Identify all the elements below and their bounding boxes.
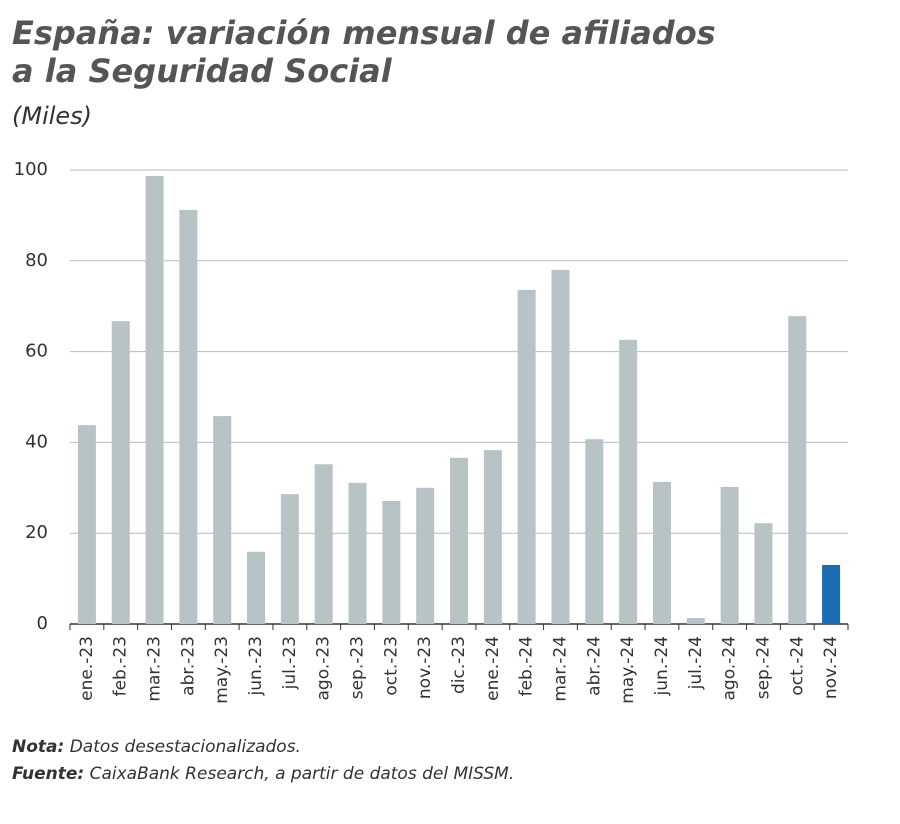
- y-tick-label: 80: [25, 250, 48, 271]
- bar: [179, 209, 198, 624]
- x-tick-label: jun.-23: [246, 636, 266, 696]
- x-tick-label: may.-23: [212, 636, 232, 704]
- bar: [822, 564, 841, 624]
- chart-title: España: variación mensual de afiliados: [12, 14, 716, 52]
- note: Nota: Datos desestacionalizados.: [12, 737, 301, 757]
- bar: [111, 321, 130, 624]
- chart-title: a la Seguridad Social: [12, 52, 393, 90]
- bar: [145, 175, 164, 625]
- x-tick-label: ago.-24: [720, 636, 740, 700]
- bar: [77, 425, 96, 624]
- bar: [517, 289, 536, 624]
- note-label: Fuente:: [12, 764, 84, 784]
- y-tick-label: 60: [25, 341, 48, 362]
- x-tick-label: feb.-23: [111, 636, 131, 696]
- y-tick-label: 40: [25, 431, 48, 452]
- note-label: Nota:: [12, 737, 64, 757]
- x-tick-label: mar.-24: [550, 636, 570, 702]
- x-tick-label: mar.-23: [145, 636, 165, 702]
- x-tick-label: ene.-24: [483, 636, 503, 701]
- chart-subtitle: (Miles): [12, 102, 92, 130]
- bar: [720, 486, 739, 624]
- bar: [619, 339, 638, 624]
- bar: [483, 450, 502, 624]
- x-tick-label: dic.-23: [449, 636, 469, 694]
- bar: [788, 316, 807, 624]
- x-tick-label: oct.-24: [787, 636, 807, 696]
- bar: [416, 487, 435, 624]
- x-tick-label: jul.-23: [280, 636, 300, 690]
- bar: [551, 269, 570, 624]
- x-tick-label: feb.-24: [517, 636, 537, 696]
- x-tick-label: jun.-24: [652, 636, 672, 696]
- y-tick-label: 0: [37, 613, 48, 634]
- bar: [382, 500, 401, 624]
- x-tick-label: abr.-23: [178, 636, 198, 696]
- bar: [686, 618, 705, 624]
- x-tick-label: nov.-24: [821, 636, 841, 699]
- x-tick-label: nov.-23: [415, 636, 435, 699]
- x-tick-label: may.-24: [618, 636, 638, 704]
- note: Fuente: CaixaBank Research, a partir de …: [12, 764, 514, 784]
- bar: [652, 481, 671, 624]
- y-tick-label: 20: [25, 522, 48, 543]
- bar: [247, 551, 266, 624]
- bar: [280, 494, 299, 624]
- bar: [213, 416, 232, 624]
- x-tick-label: abr.-24: [584, 636, 604, 696]
- y-tick-label: 100: [14, 159, 48, 180]
- bar: [585, 439, 604, 624]
- x-tick-label: sep.-24: [753, 636, 773, 699]
- note-text: Datos desestacionalizados.: [70, 737, 301, 757]
- x-tick-label: ene.-23: [77, 636, 97, 701]
- x-tick-label: oct.-23: [381, 636, 401, 696]
- bar: [450, 457, 468, 624]
- x-tick-label: ago.-23: [314, 636, 334, 700]
- bar: [754, 523, 773, 624]
- bar: [314, 464, 333, 624]
- x-tick-label: sep.-23: [348, 636, 368, 699]
- x-tick-label: jul.-24: [686, 636, 706, 690]
- note-text: CaixaBank Research, a partir de datos de…: [90, 764, 515, 784]
- bar: [348, 482, 367, 624]
